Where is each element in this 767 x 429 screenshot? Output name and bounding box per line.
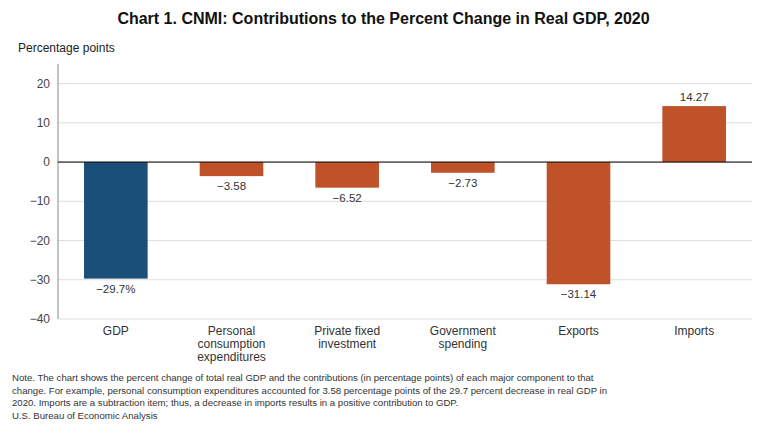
data-labels: −29.7% −3.58 −6.52 −2.73 −31.14 14.27 [96, 91, 708, 300]
data-label: −3.58 [217, 180, 246, 192]
x-tick-label: Imports [674, 324, 714, 338]
note-line: Note. The chart shows the percent change… [12, 372, 594, 383]
y-tick-label: 20 [37, 77, 51, 91]
bar [200, 162, 264, 176]
x-tick-label: Personalconsumptionexpenditures [197, 324, 266, 364]
note-line: U.S. Bureau of Economic Analysis [12, 410, 158, 421]
y-ticks: −40 −30 −20 −10 0 10 20 [30, 77, 51, 326]
y-tick-label: −10 [30, 194, 51, 208]
grid-line [58, 122, 752, 123]
x-tick-label-line: consumption [197, 337, 265, 351]
grid-line [58, 240, 752, 241]
y-axis-line [58, 64, 59, 319]
x-tick-label: GDP [103, 324, 129, 338]
y-tick-label: −40 [30, 312, 51, 326]
x-tick-label-line: investment [318, 337, 377, 351]
x-tick-label: Governmentspending [430, 324, 497, 351]
data-label: 14.27 [680, 91, 709, 103]
x-tick-label-line: spending [438, 337, 487, 351]
y-tick-label: −20 [30, 234, 51, 248]
y-axis-label: Percentage points [18, 41, 115, 55]
x-tick-label-line: GDP [103, 324, 129, 338]
x-tick-label-line: expenditures [197, 350, 266, 364]
x-tick-label-line: Imports [674, 324, 714, 338]
data-label: −29.7% [96, 283, 135, 295]
chart: Chart 1. CNMI: Contributions to the Perc… [0, 0, 767, 429]
y-tick-label: 10 [37, 116, 51, 130]
data-label: −31.14 [561, 288, 597, 300]
grid-line [58, 319, 752, 320]
y-tick-label: −30 [30, 273, 51, 287]
zero-line [58, 162, 752, 163]
bars [84, 106, 726, 284]
grid [58, 84, 752, 319]
note: Note. The chart shows the percent change… [12, 372, 607, 421]
grid-line [58, 201, 752, 202]
x-tick-label: Exports [558, 324, 599, 338]
title: Chart 1. CNMI: Contributions to the Perc… [117, 10, 649, 27]
x-tick-label-line: Private fixed [314, 324, 380, 338]
bar [547, 162, 611, 284]
x-tick-label-line: Government [430, 324, 497, 338]
bar [662, 106, 726, 162]
grid-line [58, 279, 752, 280]
x-tick-label-line: Personal [208, 324, 255, 338]
data-label: −2.73 [448, 177, 477, 189]
x-tick-label: Private fixedinvestment [314, 324, 380, 351]
grid-line [58, 83, 752, 84]
grid-line [58, 162, 752, 163]
bar [431, 162, 495, 173]
bar [84, 162, 148, 279]
bar [315, 162, 379, 188]
x-tick-labels: GDP Personalconsumptionexpenditures Privat… [103, 324, 714, 364]
y-tick-label: 0 [43, 155, 50, 169]
note-line: 2020. Imports are a subtraction item; th… [12, 397, 458, 408]
x-tick-label-line: Exports [558, 324, 599, 338]
note-line: change. For example, personal consumptio… [12, 385, 607, 396]
data-label: −6.52 [333, 192, 362, 204]
